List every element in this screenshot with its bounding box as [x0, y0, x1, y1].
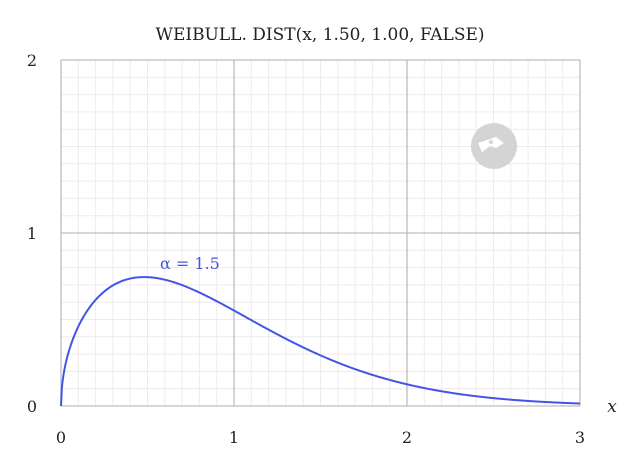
brand-logo-icon — [471, 123, 517, 169]
chart-title: WEIBULL. DIST(x, 1.50, 1.00, FALSE) — [155, 25, 484, 45]
series-label: α = 1.5 — [160, 254, 220, 273]
y-tick-label: 2 — [27, 51, 37, 70]
series-layer: α = 1.5 — [60, 254, 581, 407]
series-line — [60, 276, 581, 407]
major-grid — [60, 59, 581, 407]
x-tick-label: 1 — [229, 428, 239, 447]
x-tick-label: 3 — [575, 428, 585, 447]
x-tick-label: 2 — [402, 428, 412, 447]
y-tick-labels: 0 1 2 — [27, 51, 37, 416]
x-tick-labels: 0 1 2 3 — [56, 428, 585, 447]
y-tick-label: 0 — [27, 397, 37, 416]
y-tick-label: 1 — [27, 224, 37, 243]
x-axis-label: x — [607, 397, 617, 417]
x-tick-label: 0 — [56, 428, 66, 447]
